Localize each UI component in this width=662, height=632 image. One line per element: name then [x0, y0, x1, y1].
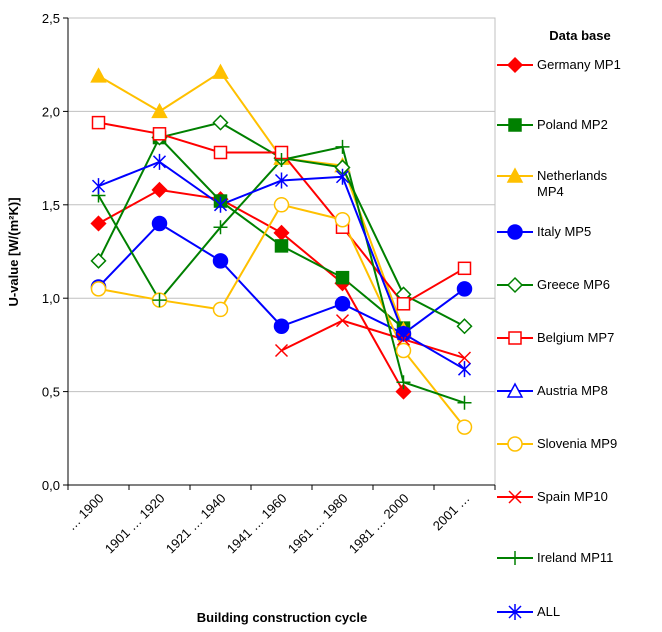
marker [212, 63, 229, 79]
marker [273, 318, 290, 334]
x-tick-label: 1941 … 1960 [224, 491, 290, 557]
marker [335, 314, 350, 328]
marker [273, 197, 290, 213]
marker [456, 281, 473, 297]
marker [395, 383, 412, 400]
marker [213, 145, 228, 160]
legend-marker [508, 551, 522, 565]
marker [274, 152, 289, 167]
x-tick-label: 2001 … [430, 491, 473, 534]
legend-label: Ireland MP11 [537, 550, 614, 565]
marker [90, 67, 107, 83]
legend-title: Data base [549, 28, 610, 43]
legend-marker [507, 436, 523, 452]
marker [152, 127, 167, 141]
marker [457, 395, 472, 410]
marker [334, 211, 351, 228]
legend-label: Spain MP10 [537, 489, 608, 504]
marker [335, 168, 350, 185]
legend-marker [506, 167, 524, 183]
legend-label: Greece MP6 [537, 277, 610, 292]
x-axis-title: Building construction cycle [197, 610, 367, 625]
marker [91, 178, 106, 195]
y-tick-label: 0,5 [42, 385, 60, 400]
marker [151, 215, 168, 232]
marker [396, 325, 411, 342]
marker [212, 301, 229, 318]
legend-marker [508, 490, 522, 504]
y-tick-label: 2,0 [42, 104, 60, 119]
marker [456, 419, 473, 435]
x-tick-label: 1961 … 1980 [285, 491, 351, 557]
marker [213, 220, 228, 235]
marker [456, 318, 473, 335]
legend-marker [506, 56, 524, 74]
marker [91, 115, 106, 130]
legend-label: Netherlands MP4 [537, 168, 608, 199]
marker [457, 351, 472, 365]
x-tick-label: 1901 … 1920 [102, 491, 168, 557]
y-tick-label: 2,5 [42, 11, 60, 26]
series-line [281, 319, 465, 359]
marker [335, 270, 350, 285]
marker [90, 252, 107, 269]
legend-label: Italy MP5 [537, 224, 592, 239]
y-tick-label: 1,0 [42, 291, 60, 306]
marker [90, 215, 107, 232]
x-tick-label: 1921 … 1940 [163, 491, 229, 557]
x-tick-label: 1981 … 2000 [346, 491, 412, 557]
legend-marker [508, 604, 522, 620]
y-axis-title: U-value [W/(m²K)] [6, 197, 21, 306]
legend-marker [508, 118, 522, 132]
legend-label: ALL [537, 604, 561, 619]
marker [213, 196, 228, 213]
legend-label: Poland MP2 [537, 117, 608, 132]
marker [457, 261, 472, 276]
marker [395, 342, 412, 359]
marker [152, 153, 167, 170]
marker [457, 361, 472, 378]
marker [335, 139, 350, 154]
marker [212, 114, 229, 131]
marker [396, 297, 411, 311]
marker [274, 172, 289, 189]
marker [151, 102, 168, 119]
x-tick-label: … 1900 [64, 491, 107, 534]
marker [151, 181, 168, 198]
legend-marker [506, 382, 524, 398]
legend-label: Germany MP1 [537, 57, 621, 72]
legend-marker [508, 331, 522, 345]
marker [274, 239, 289, 253]
legend-marker [507, 224, 523, 240]
marker [334, 296, 351, 312]
marker [274, 343, 289, 358]
marker [152, 293, 167, 308]
legend-label: Austria MP8 [537, 383, 608, 398]
marker [212, 253, 229, 269]
y-tick-label: 1,5 [42, 198, 60, 213]
legend-label: Slovenia MP9 [537, 436, 618, 451]
legend-label: Belgium MP7 [537, 330, 615, 345]
marker [396, 375, 411, 390]
y-tick-label: 0,0 [42, 478, 60, 493]
marker [90, 281, 107, 297]
series-line [98, 188, 405, 393]
series-line [97, 70, 405, 331]
legend-marker [506, 276, 524, 294]
